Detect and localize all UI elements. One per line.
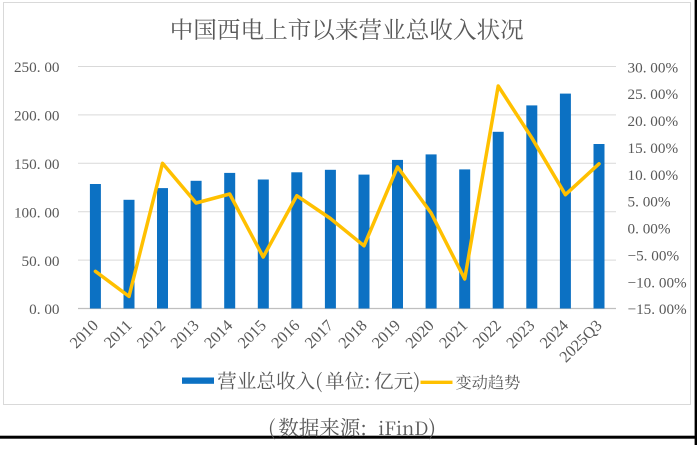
svg-text:20. 00%: 20. 00% bbox=[628, 113, 679, 130]
svg-text:25. 00%: 25. 00% bbox=[628, 86, 679, 103]
svg-text:30. 00%: 30. 00% bbox=[628, 59, 679, 76]
svg-text:15. 00%: 15. 00% bbox=[628, 140, 679, 157]
svg-text:200. 00: 200. 00 bbox=[14, 108, 60, 125]
svg-text:100. 00: 100. 00 bbox=[14, 204, 60, 221]
svg-text:10. 00%: 10. 00% bbox=[628, 167, 679, 184]
svg-text:50. 00: 50. 00 bbox=[22, 253, 60, 270]
svg-text:250. 00: 250. 00 bbox=[14, 59, 60, 76]
svg-text:0. 00: 0. 00 bbox=[29, 301, 60, 318]
svg-text:−5. 00%: −5. 00% bbox=[628, 247, 680, 264]
svg-text:5. 00%: 5. 00% bbox=[628, 194, 671, 211]
svg-text:−15. 00%: −15. 00% bbox=[628, 301, 688, 318]
svg-text:0. 00%: 0. 00% bbox=[628, 221, 671, 238]
svg-text:−10. 00%: −10. 00% bbox=[628, 274, 688, 291]
svg-text:150. 00: 150. 00 bbox=[14, 156, 60, 173]
